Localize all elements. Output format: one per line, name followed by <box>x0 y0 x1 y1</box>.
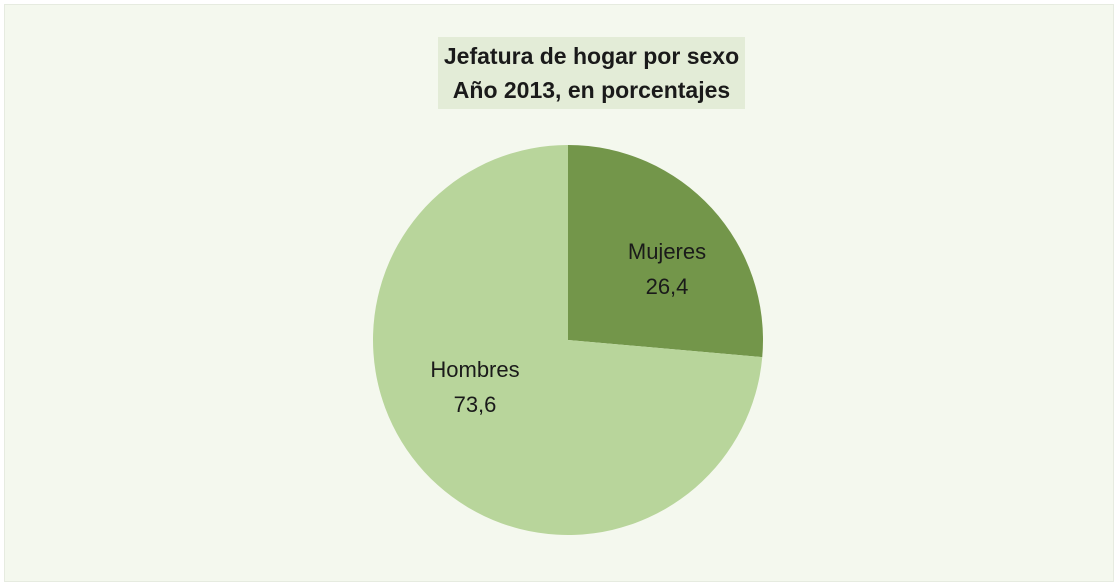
pie-slice-hombres <box>373 145 763 535</box>
pie-slice-mujeres <box>568 145 763 358</box>
chart-title: Jefatura de hogar por sexo <box>443 43 740 69</box>
slice-value-mujeres: 26,4 <box>646 274 689 299</box>
chart-subtitle: Año 2013, en porcentajes <box>452 77 731 103</box>
slice-label-mujeres: Mujeres <box>628 239 706 264</box>
chart-title-box: Jefatura de hogar por sexo Año 2013, en … <box>438 37 745 109</box>
slice-label-hombres: Hombres <box>430 357 519 382</box>
slice-value-hombres: 73,6 <box>454 392 497 417</box>
